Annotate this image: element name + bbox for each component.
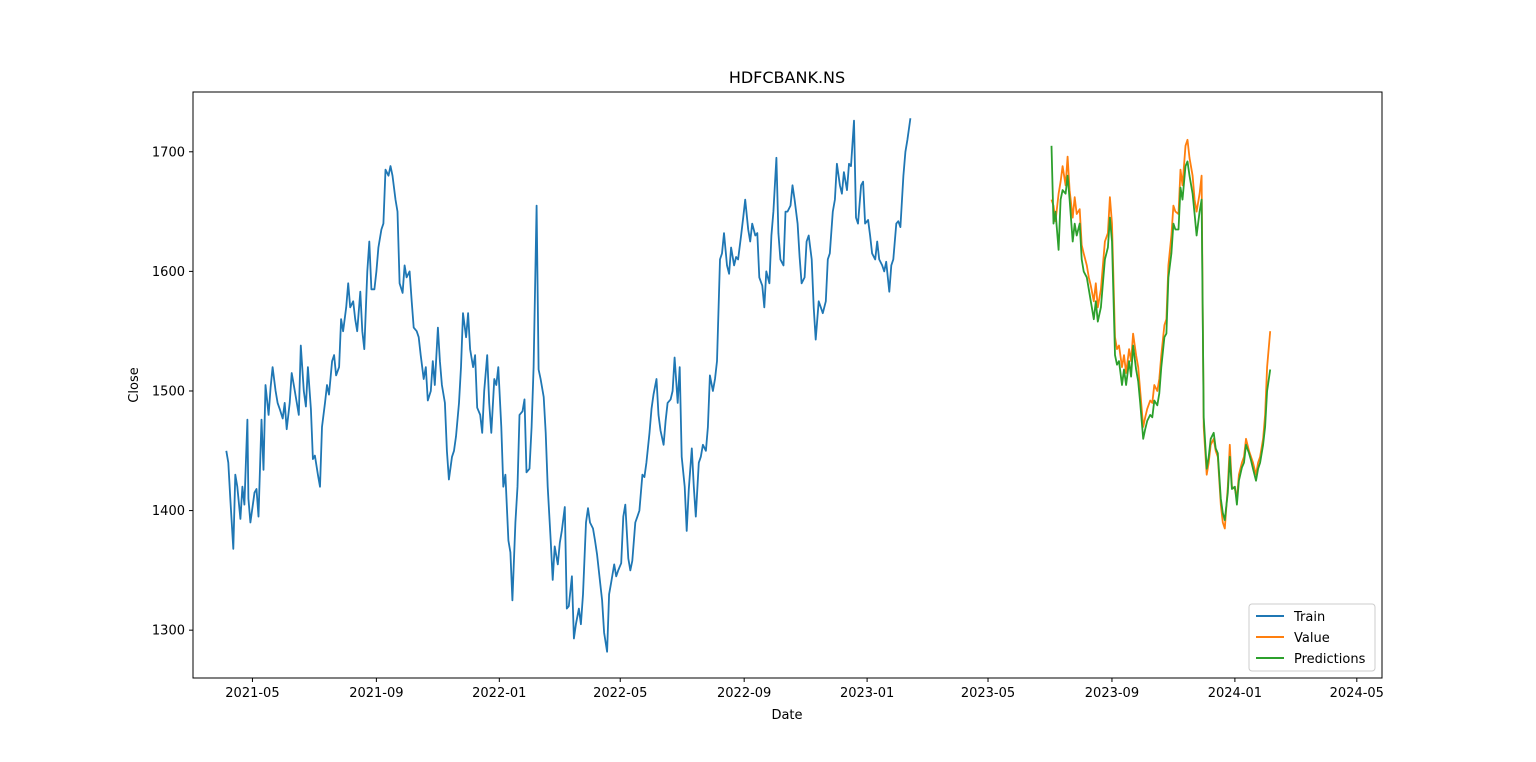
x-axis-title: Date	[771, 708, 802, 723]
y-axis: 1300 1400 1500 1600 1700	[152, 145, 193, 639]
chart-title: HDFCBANK.NS	[729, 68, 845, 87]
series-line-predictions	[1050, 145, 1272, 521]
plot-frame	[192, 91, 1383, 679]
x-tick-label: 2023-09	[1085, 686, 1139, 701]
legend-label: Train	[1293, 610, 1325, 625]
x-tick-label: 2021-09	[349, 686, 403, 701]
x-axis: 2021-05 2021-09 2022-01 2022-05 2022-09 2023-…	[225, 678, 1384, 701]
x-tick-label: 2024-01	[1208, 686, 1262, 701]
series-line-train	[225, 118, 912, 653]
x-tick-label: 2022-09	[717, 686, 771, 701]
series-layer	[225, 118, 1272, 653]
x-tick-label: 2023-01	[840, 686, 894, 701]
x-tick-label: 2022-05	[593, 686, 647, 701]
x-tick-label: 2023-05	[961, 686, 1015, 701]
x-tick-label: 2022-01	[472, 686, 526, 701]
y-tick-label: 1600	[152, 265, 185, 280]
y-tick-label: 1300	[152, 624, 185, 639]
x-tick-label: 2024-05	[1330, 686, 1384, 701]
legend-label: Value	[1294, 631, 1330, 646]
y-axis-title: Close	[127, 367, 142, 402]
legend-label: Predictions	[1294, 652, 1366, 667]
legend-box	[1248, 603, 1376, 672]
legend: Train Value Predictions	[1248, 603, 1376, 672]
y-tick-label: 1500	[152, 384, 185, 399]
y-tick-label: 1400	[152, 504, 185, 519]
x-tick-label: 2021-05	[225, 686, 279, 701]
y-tick-label: 1700	[152, 145, 185, 160]
